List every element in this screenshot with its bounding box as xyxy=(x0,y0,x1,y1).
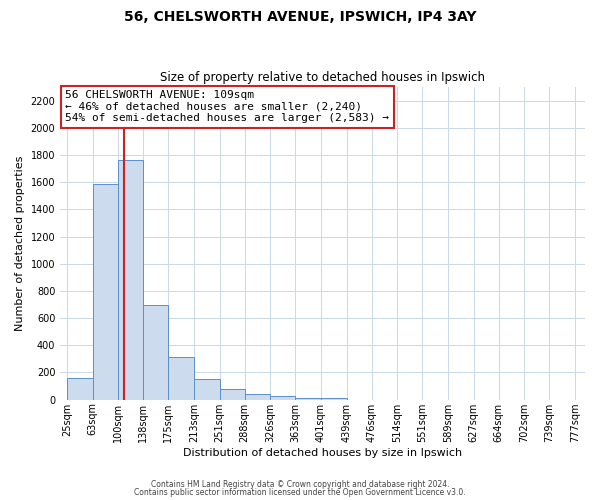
Title: Size of property relative to detached houses in Ipswich: Size of property relative to detached ho… xyxy=(160,72,485,85)
Text: Contains public sector information licensed under the Open Government Licence v3: Contains public sector information licen… xyxy=(134,488,466,497)
Text: 56 CHELSWORTH AVENUE: 109sqm
← 46% of detached houses are smaller (2,240)
54% of: 56 CHELSWORTH AVENUE: 109sqm ← 46% of de… xyxy=(65,90,389,124)
Bar xyxy=(67,378,92,400)
Bar xyxy=(270,396,295,400)
Bar xyxy=(194,378,220,400)
Bar xyxy=(118,160,143,400)
Bar xyxy=(245,394,270,400)
Bar xyxy=(295,398,321,400)
Bar xyxy=(168,357,194,400)
Bar xyxy=(92,184,118,400)
Bar xyxy=(220,389,245,400)
Bar xyxy=(321,398,347,400)
Text: 56, CHELSWORTH AVENUE, IPSWICH, IP4 3AY: 56, CHELSWORTH AVENUE, IPSWICH, IP4 3AY xyxy=(124,10,476,24)
X-axis label: Distribution of detached houses by size in Ipswich: Distribution of detached houses by size … xyxy=(183,448,462,458)
Y-axis label: Number of detached properties: Number of detached properties xyxy=(15,156,25,331)
Bar xyxy=(143,304,168,400)
Text: Contains HM Land Registry data © Crown copyright and database right 2024.: Contains HM Land Registry data © Crown c… xyxy=(151,480,449,489)
